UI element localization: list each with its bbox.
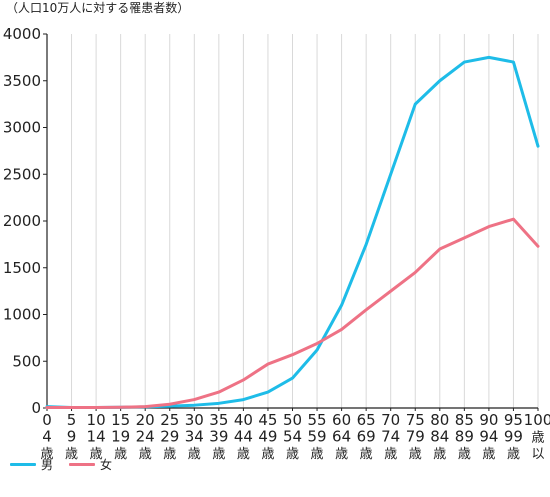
x-tick-label: 歳 [482, 447, 495, 460]
x-tick-label: 9 [67, 428, 77, 446]
x-tick-label: 歳 [409, 447, 422, 460]
y-axis-tick-labels: 0 500 1000 1500 2000 2500 3000 3500 4000 [3, 25, 47, 417]
x-tick-label: 4 [42, 428, 52, 446]
x-tick-label: 35 [209, 411, 228, 429]
x-tick-label: 歳 [433, 447, 446, 460]
x-tick-label: 14 [87, 428, 106, 446]
x-tick-label: 歳 [531, 431, 544, 446]
x-tick-label: 44 [234, 428, 253, 446]
x-tick-label: 歳 [139, 447, 152, 460]
chart-unit-note: （人口10万人に対する罹患者数） [6, 1, 190, 15]
x-tick-label: 40 [234, 411, 253, 429]
x-tick-label: 84 [430, 428, 449, 446]
x-tick-label: 歳 [335, 447, 348, 460]
series-lines [45, 55, 540, 410]
x-tick-label: 29 [160, 428, 179, 446]
x-tick-label: 歳 [237, 447, 250, 460]
x-tick-label: 54 [283, 428, 302, 446]
x-tick-label: 65 [357, 411, 376, 429]
x-tick-label: 歳 [212, 447, 225, 460]
x-tick-label: 歳 [311, 447, 324, 460]
x-tick-label: 19 [111, 428, 130, 446]
x-tick-label: 以 [531, 447, 544, 460]
y-tick-label: 1000 [3, 306, 41, 324]
x-tick-label: 歳 [90, 447, 103, 460]
legend-label-male: 男 [41, 458, 54, 472]
y-tick-label: 2500 [3, 165, 41, 183]
x-tick-label: 99 [504, 428, 523, 446]
x-tick-label: 歳 [384, 447, 397, 460]
x-tick-label: 34 [185, 428, 204, 446]
y-tick-label: 500 [12, 352, 41, 370]
y-tick-label: 3500 [3, 72, 41, 90]
x-tick-label: 80 [430, 411, 449, 429]
x-tick-label: 100 [524, 411, 550, 429]
x-tick-label: 歳 [286, 447, 299, 460]
y-tick-label: 3000 [3, 119, 41, 137]
x-tick-label: 0 [42, 411, 52, 429]
x-tick-label: 45 [258, 411, 277, 429]
x-tick-label: 55 [308, 411, 327, 429]
x-tick-label: 75 [406, 411, 425, 429]
x-tick-label: 20 [136, 411, 155, 429]
x-tick-label: 85 [455, 411, 474, 429]
series-line-female [45, 217, 540, 410]
legend-item-male: 男 [10, 456, 53, 473]
x-tick-label: 49 [258, 428, 277, 446]
y-tick-label: 4000 [3, 25, 41, 43]
x-tick-label: 69 [357, 428, 376, 446]
x-tick-label: 70 [381, 411, 400, 429]
x-tick-label: 79 [406, 428, 425, 446]
x-tick-label: 64 [332, 428, 351, 446]
chart-legend: 男 女 [10, 456, 128, 473]
x-tick-label: 90 [479, 411, 498, 429]
x-tick-label: 歳 [458, 447, 471, 460]
x-tick-label: 89 [455, 428, 474, 446]
x-tick-label: 60 [332, 411, 351, 429]
x-tick-label: 59 [308, 428, 327, 446]
x-tick-label: 歳 [40, 447, 53, 460]
x-tick-label: 歳 [114, 447, 127, 460]
legend-item-female: 女 [69, 456, 112, 473]
x-tick-label: 30 [185, 411, 204, 429]
x-tick-label: 5 [67, 411, 77, 429]
x-tick-label: 歳 [65, 447, 78, 460]
y-tick-label: 1500 [3, 259, 41, 277]
grid-lines [71, 34, 539, 408]
legend-swatch-male [10, 463, 36, 466]
x-tick-label: 15 [111, 411, 130, 429]
x-tick-label: 24 [136, 428, 155, 446]
x-tick-label: 歳 [507, 447, 520, 460]
legend-swatch-female [69, 463, 96, 466]
x-tick-label: 歳 [163, 447, 176, 460]
legend-label-female: 女 [100, 458, 113, 472]
x-tick-label: 10 [87, 411, 106, 429]
x-axis-tick-labels: 04歳59歳1014歳1519歳2024歳2529歳3034歳3539歳4044… [40, 408, 550, 460]
x-tick-label: 74 [381, 428, 400, 446]
x-tick-label: 95 [504, 411, 523, 429]
x-tick-label: 歳 [188, 447, 201, 460]
y-tick-label: 0 [31, 399, 41, 417]
x-tick-label: 25 [160, 411, 179, 429]
y-tick-label: 2000 [3, 212, 41, 230]
x-tick-label: 歳 [360, 447, 373, 460]
x-tick-label: 歳 [261, 447, 274, 460]
x-tick-label: 50 [283, 411, 302, 429]
x-tick-label: 94 [479, 428, 498, 446]
x-tick-label: 39 [209, 428, 228, 446]
